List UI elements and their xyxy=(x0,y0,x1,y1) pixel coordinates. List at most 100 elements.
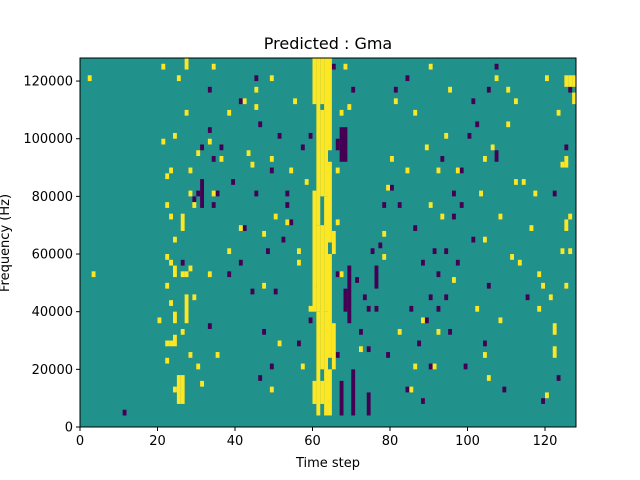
heatmap-cell-low xyxy=(440,156,445,162)
heatmap-cell-high xyxy=(173,311,177,324)
heatmap-cell-low xyxy=(436,271,441,278)
heatmap-cell-high xyxy=(541,282,546,289)
heatmap-cell-low xyxy=(277,132,282,139)
heatmap-cell-high xyxy=(238,225,243,231)
heatmap-cell-high xyxy=(560,248,565,255)
y-axis: 0 20000 40000 60000 80000 100000 120000 xyxy=(23,75,80,436)
heatmap-cell-low xyxy=(211,202,216,208)
heatmap-cell-high xyxy=(413,363,418,370)
heatmap-cell-high xyxy=(192,202,197,208)
heatmap-cell-high xyxy=(552,346,557,358)
heatmap-cell-high xyxy=(382,230,387,237)
heatmap-cell-low xyxy=(421,398,425,404)
heatmap-cell-high xyxy=(386,184,391,191)
heatmap-cell-low xyxy=(552,190,557,197)
heatmap-cell-high xyxy=(436,167,441,174)
heatmap-cell-high xyxy=(483,156,487,162)
heatmap-cell-low xyxy=(362,294,367,301)
heatmap-cell-high xyxy=(498,317,503,324)
y-tick-label: 0 xyxy=(65,421,73,436)
heatmap-cell-low xyxy=(467,132,472,139)
heatmap-cell-high xyxy=(568,75,573,87)
heatmap-cell-high xyxy=(165,282,170,289)
heatmap-cell-low xyxy=(238,259,243,266)
heatmap-cell-high xyxy=(428,202,433,208)
heatmap-cell-low xyxy=(335,138,340,151)
x-tick-label: 120 xyxy=(533,434,558,449)
x-tick-label: 60 xyxy=(304,434,321,449)
heatmap-cell-high xyxy=(211,63,216,70)
heatmap-cell-high xyxy=(455,167,460,174)
heatmap-cell-low xyxy=(502,386,507,393)
heatmap-cell-low xyxy=(374,305,379,312)
heatmap-cell-high xyxy=(359,346,363,353)
y-axis-label: Frequency (Hz) xyxy=(0,194,13,292)
heatmap-cell-high xyxy=(207,138,212,145)
heatmap-cell-low xyxy=(452,190,456,197)
x-tick-label: 100 xyxy=(455,434,480,449)
heatmap-cell-high xyxy=(169,300,174,306)
heatmap-cell-high xyxy=(196,363,201,370)
heatmap-cell-high xyxy=(188,265,193,272)
heatmap-cell-low xyxy=(343,127,348,162)
heatmap-cell-low xyxy=(374,265,379,289)
heatmap-cell-high xyxy=(448,86,453,93)
y-tick-label: 40000 xyxy=(32,305,73,320)
heatmap-cell-low xyxy=(471,236,476,243)
heatmap-cell-high xyxy=(517,259,522,266)
heatmap-cells xyxy=(87,58,577,416)
heatmap-cell-low xyxy=(266,248,270,255)
x-tick-label: 0 xyxy=(76,434,84,449)
heatmap-cell-high xyxy=(242,98,247,105)
heatmap-cell-high xyxy=(188,167,193,174)
heatmap-cell-low xyxy=(227,271,232,278)
heatmap-cell-low xyxy=(397,202,402,208)
heatmap-cell-high xyxy=(173,236,177,243)
heatmap-cell-high xyxy=(335,219,340,226)
heatmap-cell-high xyxy=(564,219,569,231)
x-tick-label: 20 xyxy=(149,434,166,449)
heatmap-cell-low xyxy=(390,184,394,191)
heatmap-cell-high xyxy=(173,265,177,278)
heatmap-cell-low xyxy=(238,98,243,105)
heatmap-cell-high xyxy=(169,167,174,174)
heatmap-cell-high xyxy=(250,161,255,168)
heatmap-cell-low xyxy=(273,288,278,295)
heatmap-cell-low xyxy=(486,86,491,93)
heatmap-cell-high xyxy=(227,248,232,255)
heatmap-cell-high xyxy=(304,179,309,185)
heatmap-cell-low xyxy=(483,340,487,347)
heatmap-cell-high xyxy=(393,98,398,105)
heatmap-cell-high xyxy=(424,144,429,151)
heatmap-cell-high xyxy=(521,179,526,185)
heatmap-cell-high xyxy=(269,386,274,393)
heatmap-cell-low xyxy=(459,202,464,208)
heatmap-cell-high xyxy=(564,282,569,289)
heatmap-cell-high xyxy=(564,156,569,168)
heatmap-cell-low xyxy=(475,121,480,128)
heatmap-cell-low xyxy=(448,328,453,335)
heatmap-cell-high xyxy=(173,334,177,347)
heatmap-cell-high xyxy=(161,138,166,145)
heatmap-cell-low xyxy=(308,132,313,139)
chart-title: Predicted : Gma xyxy=(264,34,392,53)
heatmap-cell-low xyxy=(486,282,491,289)
heatmap-cell-low xyxy=(285,190,290,197)
heatmap-cell-high xyxy=(180,213,185,231)
heatmap-cell-high xyxy=(479,190,484,197)
heatmap-cell-high xyxy=(211,190,216,197)
heatmap-cell-high xyxy=(180,375,185,404)
heatmap-cell-high xyxy=(196,150,201,157)
heatmap-cell-high xyxy=(184,271,189,278)
heatmap-cell-low xyxy=(207,86,212,93)
heatmap-cell-high xyxy=(215,352,220,358)
heatmap-cell-high xyxy=(335,167,340,174)
heatmap-cell-high xyxy=(312,58,317,105)
heatmap-cell-high xyxy=(320,109,325,197)
heatmap-cell-low xyxy=(254,75,259,82)
heatmap-cell-low xyxy=(494,63,499,70)
heatmap-cell-high xyxy=(188,352,193,358)
heatmap-cell-low xyxy=(335,271,340,278)
heatmap-cell-low xyxy=(428,363,433,370)
plot-frame xyxy=(79,57,577,428)
